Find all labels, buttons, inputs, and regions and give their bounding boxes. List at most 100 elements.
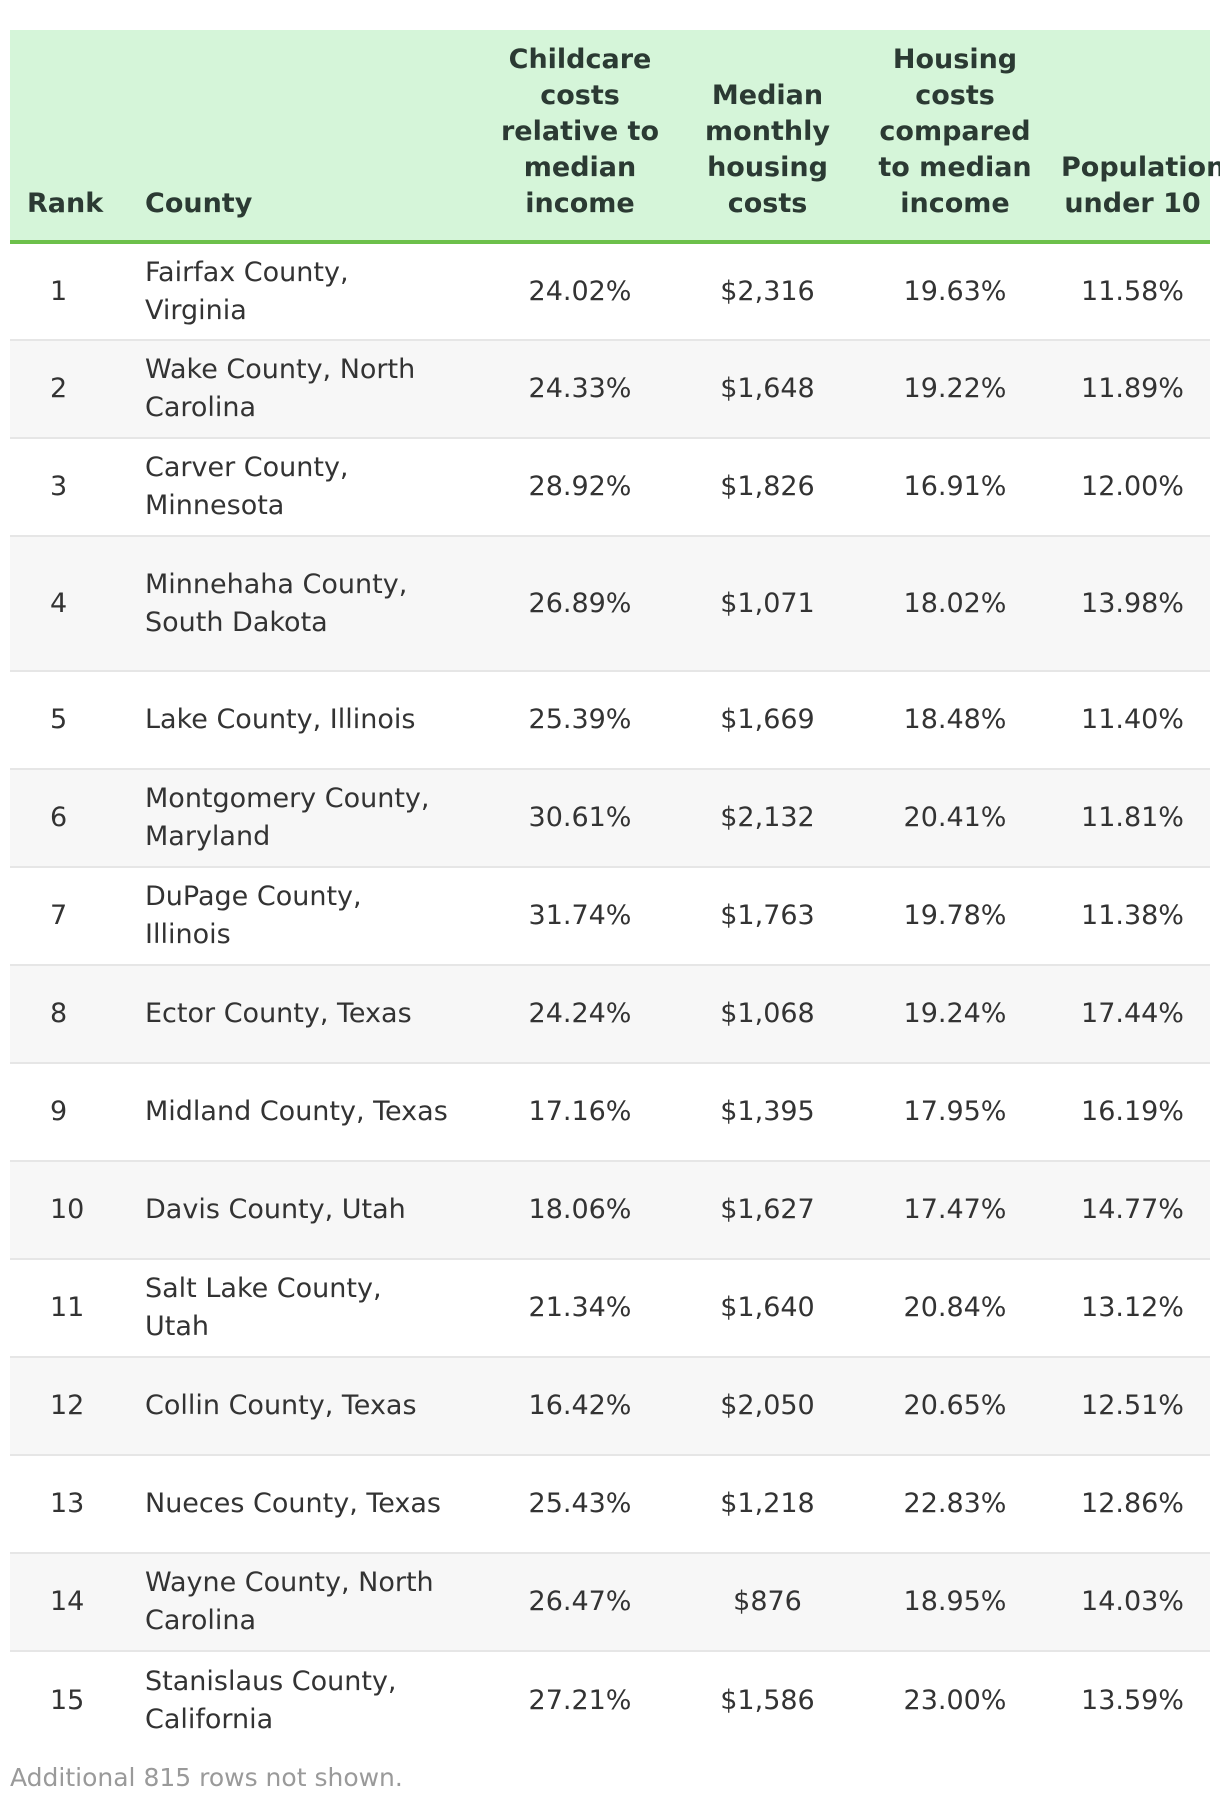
median-housing-cost-cell: $2,050 [720, 1390, 815, 1421]
rank-cell: 2 [50, 373, 68, 404]
county-cell: Stanislaus County, California [145, 1665, 397, 1735]
housing-cost-ratio-cell: 22.83% [903, 1488, 1007, 1519]
median-housing-cost-cell: $1,648 [720, 373, 815, 404]
rank-cell: 9 [50, 1096, 68, 1127]
childcare-cost-cell: 24.33% [528, 373, 632, 404]
rank-cell: 15 [50, 1684, 85, 1716]
median-housing-cost-cell: $1,395 [720, 1096, 815, 1127]
population-under-10-cell: 16.19% [1081, 1096, 1184, 1127]
housing-cost-ratio-cell: 19.24% [903, 998, 1007, 1029]
median-housing-cost-cell: $1,586 [720, 1684, 815, 1716]
population-under-10-cell: 12.00% [1081, 471, 1184, 502]
housing-cost-ratio-cell: 18.48% [903, 704, 1007, 735]
median-housing-cost-cell: $1,068 [720, 998, 815, 1029]
rank-cell: 13 [50, 1488, 85, 1519]
county-cell: Carver County, Minnesota [145, 452, 349, 521]
population-under-10-cell: 13.59% [1081, 1684, 1184, 1716]
population-under-10-cell: 11.58% [1081, 275, 1184, 307]
county-cell: Lake County, Illinois [145, 704, 416, 735]
population-under-10-cell: 12.51% [1081, 1390, 1184, 1421]
childcare-cost-cell: 16.42% [528, 1390, 632, 1421]
column-header-median-housing-costs[interactable]: Median monthly housing costs [680, 30, 855, 244]
housing-cost-ratio-cell: 18.95% [903, 1586, 1007, 1617]
housing-cost-ratio-cell: 20.65% [903, 1390, 1007, 1421]
housing-cost-ratio-cell: 19.78% [903, 900, 1007, 931]
childcare-cost-cell: 27.21% [528, 1684, 632, 1716]
population-under-10-cell: 14.03% [1081, 1586, 1184, 1617]
table-row: 13 Nueces County, Texas 25.43% $1,218 22.83%… [10, 1455, 1210, 1553]
county-cell: Davis County, Utah [145, 1194, 406, 1225]
rank-cell: 11 [50, 1292, 85, 1323]
county-cell: Nueces County, Texas [145, 1488, 441, 1519]
median-housing-cost-cell: $2,132 [720, 802, 815, 833]
median-housing-cost-cell: $1,669 [720, 704, 815, 735]
table-row: 1 Fairfax County, Virginia 24.02% $2,316 19.… [10, 242, 1210, 340]
rank-cell: 10 [50, 1194, 85, 1225]
table-row: 8 Ector County, Texas 24.24% $1,068 19.24% 17… [10, 965, 1210, 1063]
rank-cell: 6 [50, 802, 68, 833]
childcare-cost-cell: 21.34% [528, 1292, 632, 1323]
housing-cost-ratio-cell: 19.22% [903, 373, 1007, 404]
column-header-housing-costs-ratio[interactable]: Housing costs compared to median income [855, 30, 1055, 244]
rank-cell: 12 [50, 1390, 85, 1421]
population-under-10-cell: 11.81% [1081, 802, 1184, 833]
rank-cell: 3 [50, 471, 68, 502]
population-under-10-cell: 13.98% [1081, 587, 1184, 619]
column-header-county[interactable]: County [110, 30, 480, 244]
housing-cost-ratio-cell: 16.91% [903, 471, 1007, 502]
table-row: 6 Montgomery County, Maryland 30.61% $2,132… [10, 769, 1210, 867]
table-row: 3 Carver County, Minnesota 28.92% $1,826 16.… [10, 438, 1210, 536]
rank-cell: 1 [50, 275, 68, 307]
median-housing-cost-cell: $1,071 [720, 587, 815, 619]
population-under-10-cell: 11.38% [1081, 900, 1184, 931]
housing-cost-ratio-cell: 18.02% [903, 587, 1007, 619]
rank-cell: 5 [50, 704, 68, 735]
rank-cell: 4 [50, 587, 68, 619]
table-row: 12 Collin County, Texas 16.42% $2,050 20.65%… [10, 1357, 1210, 1455]
table-row: 11 Salt Lake County, Utah 21.34% $1,640 20.8… [10, 1259, 1210, 1357]
column-header-population-under-10[interactable]: Population under 10 [1055, 30, 1220, 244]
childcare-cost-cell: 17.16% [528, 1096, 632, 1127]
table-header-row: Rank County Childcare costs relative to … [10, 30, 1220, 244]
county-cell: Wayne County, North Carolina [145, 1567, 434, 1636]
childcare-cost-cell: 24.02% [528, 275, 632, 307]
housing-cost-ratio-cell: 19.63% [903, 275, 1007, 307]
childcare-cost-cell: 31.74% [528, 900, 632, 931]
childcare-cost-cell: 24.24% [528, 998, 632, 1029]
median-housing-cost-cell: $1,763 [720, 900, 815, 931]
rank-cell: 8 [50, 998, 68, 1029]
median-housing-cost-cell: $1,218 [720, 1488, 815, 1519]
housing-cost-ratio-cell: 23.00% [903, 1684, 1007, 1716]
median-housing-cost-cell: $1,826 [720, 471, 815, 502]
table-row: 4 Minnehaha County, South Dakota 26.89% $1,… [10, 536, 1210, 671]
table-row: 15 Stanislaus County, California 27.21% $1,… [10, 1651, 1210, 1749]
county-cell: Montgomery County, Maryland [145, 783, 430, 852]
county-cell: Minnehaha County, South Dakota [145, 568, 408, 638]
housing-cost-ratio-cell: 20.41% [903, 802, 1007, 833]
column-header-rank[interactable]: Rank [10, 30, 110, 244]
county-cell: Collin County, Texas [145, 1390, 417, 1421]
median-housing-cost-cell: $1,640 [720, 1292, 815, 1323]
table-row: 7 DuPage County, Illinois 31.74% $1,763 19.7… [10, 867, 1210, 965]
childcare-cost-cell: 25.39% [528, 704, 632, 735]
rank-cell: 7 [50, 900, 68, 931]
housing-cost-ratio-cell: 17.95% [903, 1096, 1007, 1127]
population-under-10-cell: 17.44% [1081, 998, 1184, 1029]
data-table: Rank County Childcare costs relative to … [10, 30, 1220, 1749]
column-header-childcare-costs[interactable]: Childcare costs relative to median incom… [480, 30, 680, 244]
county-cell: Midland County, Texas [145, 1096, 448, 1127]
childcare-cost-cell: 30.61% [528, 802, 632, 833]
data-table-container: Rank County Childcare costs relative to … [10, 30, 1220, 1749]
table-body: 1 Fairfax County, Virginia 24.02% $2,316 19.… [10, 242, 1210, 1749]
median-housing-cost-cell: $1,627 [720, 1194, 815, 1225]
county-cell: Wake County, North Carolina [145, 354, 416, 423]
county-cell: Salt Lake County, Utah [145, 1273, 382, 1342]
table-row: 2 Wake County, North Carolina 24.33% $1,648… [10, 340, 1210, 438]
table-row: 5 Lake County, Illinois 25.39% $1,669 18.48%… [10, 671, 1210, 769]
childcare-cost-cell: 25.43% [528, 1488, 632, 1519]
housing-cost-ratio-cell: 17.47% [903, 1194, 1007, 1225]
population-under-10-cell: 12.86% [1081, 1488, 1184, 1519]
table-row: 9 Midland County, Texas 17.16% $1,395 17.95%… [10, 1063, 1210, 1161]
table-row: 10 Davis County, Utah 18.06% $1,627 17.47% 14… [10, 1161, 1210, 1259]
childcare-cost-cell: 18.06% [528, 1194, 632, 1225]
